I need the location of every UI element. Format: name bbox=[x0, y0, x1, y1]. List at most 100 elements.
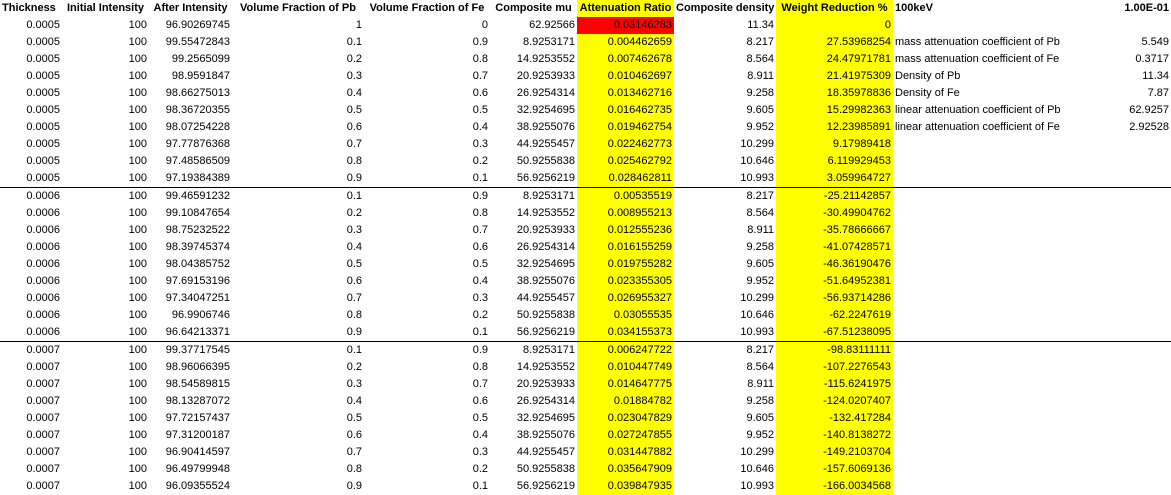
after-intensity-cell[interactable]: 96.90269745 bbox=[165, 19, 230, 31]
vf-pb-cell[interactable]: 0.4 bbox=[346, 395, 362, 407]
initial-intensity-cell[interactable]: 100 bbox=[128, 87, 147, 99]
empty-cell[interactable] bbox=[893, 410, 1073, 427]
thickness-cell[interactable]: 0.0006 bbox=[26, 258, 60, 270]
after-intensity-cell[interactable]: 97.72157437 bbox=[165, 412, 230, 424]
initial-intensity-cell[interactable]: 100 bbox=[128, 480, 147, 492]
empty-cell[interactable] bbox=[893, 239, 1073, 256]
composite-density-cell[interactable]: 9.952 bbox=[746, 429, 774, 441]
empty-cell[interactable] bbox=[1073, 478, 1171, 495]
composite-mu-cell[interactable]: 32.9254695 bbox=[516, 258, 575, 270]
composite-density-cell[interactable]: 8.564 bbox=[746, 53, 774, 65]
empty-cell[interactable] bbox=[1073, 170, 1171, 188]
attenuation-ratio-cell[interactable]: 0.004462659 bbox=[577, 34, 674, 51]
composite-mu-cell[interactable]: 20.9253933 bbox=[516, 224, 575, 236]
composite-mu-cell[interactable]: 8.9253171 bbox=[490, 187, 577, 205]
composite-density-cell[interactable]: 8.217 bbox=[674, 341, 776, 359]
composite-density-cell[interactable]: 8.911 bbox=[747, 224, 774, 236]
thickness-cell[interactable]: 0.0005 bbox=[26, 36, 60, 48]
constant-value-cell[interactable]: 7.87 bbox=[1147, 87, 1169, 99]
thickness-cell[interactable]: 0.0006 bbox=[26, 241, 60, 253]
initial-intensity-cell[interactable]: 100 bbox=[128, 309, 147, 321]
thickness-cell[interactable]: 0.0005 bbox=[26, 19, 60, 31]
constant-label-cell[interactable]: mass attenuation coefficient of Pb bbox=[895, 36, 1060, 48]
weight-reduction-cell[interactable]: -157.6069136 bbox=[776, 461, 893, 478]
attenuation-ratio-cell[interactable]: 0.010462697 bbox=[577, 68, 674, 85]
vf-pb-cell[interactable]: 0.7 bbox=[346, 138, 362, 150]
attenuation-ratio-cell[interactable]: 0.016462735 bbox=[577, 102, 674, 119]
initial-intensity-cell[interactable]: 100 bbox=[128, 241, 147, 253]
initial-intensity-cell[interactable]: 100 bbox=[128, 258, 147, 270]
empty-cell[interactable] bbox=[893, 222, 1073, 239]
composite-density-cell[interactable]: 10.993 bbox=[740, 326, 774, 338]
empty-cell[interactable] bbox=[893, 376, 1073, 393]
thickness-cell[interactable]: 0.0007 bbox=[26, 395, 60, 407]
vf-pb-cell[interactable]: 0.7 bbox=[346, 446, 362, 458]
empty-cell[interactable] bbox=[893, 290, 1073, 307]
empty-cell[interactable] bbox=[1073, 222, 1171, 239]
energy-value-cell[interactable]: 1.00E-01 bbox=[1124, 2, 1169, 14]
composite-density-cell[interactable]: 9.605 bbox=[746, 104, 774, 116]
empty-cell[interactable] bbox=[893, 341, 1073, 359]
vf-fe-cell[interactable]: 0.6 bbox=[472, 241, 488, 253]
composite-density-cell[interactable]: 8.911 bbox=[747, 70, 774, 82]
empty-cell[interactable] bbox=[893, 17, 1073, 34]
attenuation-ratio-cell[interactable]: 0.026955327 bbox=[577, 290, 674, 307]
constant-label-cell[interactable]: mass attenuation coefficient of Fe bbox=[895, 53, 1060, 65]
composite-density-cell[interactable]: 8.217 bbox=[674, 187, 776, 205]
weight-reduction-cell[interactable]: 24.47971781 bbox=[776, 51, 893, 68]
initial-intensity-cell[interactable]: 100 bbox=[128, 121, 147, 133]
empty-cell[interactable] bbox=[1073, 393, 1171, 410]
vf-fe-cell[interactable]: 0.5 bbox=[472, 104, 488, 116]
thickness-cell[interactable]: 0.0005 bbox=[26, 53, 60, 65]
empty-cell[interactable] bbox=[1073, 256, 1171, 273]
empty-cell[interactable] bbox=[893, 170, 1073, 188]
initial-intensity-cell[interactable]: 100 bbox=[128, 446, 147, 458]
column-header[interactable]: Composite mu bbox=[495, 2, 572, 14]
attenuation-ratio-cell[interactable]: 0.03146283 bbox=[577, 17, 674, 34]
attenuation-ratio-cell[interactable]: 0.027247855 bbox=[577, 427, 674, 444]
weight-reduction-cell[interactable]: -30.49904762 bbox=[776, 205, 893, 222]
thickness-cell[interactable]: 0.0006 bbox=[0, 187, 62, 205]
vf-fe-cell[interactable]: 0.6 bbox=[472, 395, 488, 407]
attenuation-ratio-cell[interactable]: 0.023047829 bbox=[577, 410, 674, 427]
after-intensity-cell[interactable]: 96.90414597 bbox=[165, 446, 230, 458]
vf-fe-cell[interactable]: 0.4 bbox=[472, 275, 488, 287]
vf-pb-cell[interactable]: 0.1 bbox=[346, 36, 362, 48]
empty-cell[interactable] bbox=[893, 273, 1073, 290]
empty-cell[interactable] bbox=[893, 461, 1073, 478]
composite-mu-cell[interactable]: 56.9256219 bbox=[516, 172, 575, 184]
after-intensity-cell[interactable]: 99.46591232 bbox=[149, 187, 232, 205]
weight-reduction-cell[interactable]: -132.417284 bbox=[776, 410, 893, 427]
empty-cell[interactable] bbox=[1073, 410, 1171, 427]
attenuation-ratio-cell[interactable]: 0.039847935 bbox=[577, 478, 674, 495]
empty-cell[interactable] bbox=[1073, 444, 1171, 461]
attenuation-ratio-cell[interactable]: 0.013462716 bbox=[577, 85, 674, 102]
vf-fe-cell[interactable]: 0.9 bbox=[364, 187, 490, 205]
after-intensity-cell[interactable]: 96.49799948 bbox=[165, 463, 230, 475]
thickness-cell[interactable]: 0.0007 bbox=[26, 429, 60, 441]
empty-cell[interactable] bbox=[1073, 324, 1171, 342]
empty-cell[interactable] bbox=[1073, 290, 1171, 307]
empty-cell[interactable] bbox=[1073, 359, 1171, 376]
weight-reduction-cell[interactable]: -51.64952381 bbox=[776, 273, 893, 290]
initial-intensity-cell[interactable]: 100 bbox=[128, 104, 147, 116]
empty-cell[interactable] bbox=[1073, 341, 1171, 359]
empty-cell[interactable] bbox=[1073, 136, 1171, 153]
composite-mu-cell[interactable]: 8.9253171 bbox=[523, 36, 575, 48]
vf-fe-cell[interactable]: 0.7 bbox=[472, 70, 488, 82]
weight-reduction-cell[interactable]: -46.36190476 bbox=[776, 256, 893, 273]
attenuation-ratio-cell[interactable]: 0.028462811 bbox=[577, 170, 674, 188]
attenuation-ratio-cell[interactable]: 0.00535519 bbox=[577, 187, 674, 205]
composite-mu-cell[interactable]: 26.9254314 bbox=[516, 395, 575, 407]
after-intensity-cell[interactable]: 98.75232522 bbox=[165, 224, 230, 236]
after-intensity-cell[interactable]: 99.10847654 bbox=[165, 207, 230, 219]
after-intensity-cell[interactable]: 96.09355524 bbox=[165, 480, 230, 492]
column-header[interactable]: Volume Fraction of Fe bbox=[369, 2, 485, 14]
weight-reduction-cell[interactable]: -25.21142857 bbox=[776, 187, 893, 205]
composite-density-cell[interactable]: 10.299 bbox=[740, 138, 774, 150]
initial-intensity-cell[interactable]: 100 bbox=[128, 70, 147, 82]
vf-pb-cell[interactable]: 0.6 bbox=[346, 275, 362, 287]
thickness-cell[interactable]: 0.0006 bbox=[26, 224, 60, 236]
empty-cell[interactable] bbox=[893, 427, 1073, 444]
thickness-cell[interactable]: 0.0006 bbox=[26, 292, 60, 304]
